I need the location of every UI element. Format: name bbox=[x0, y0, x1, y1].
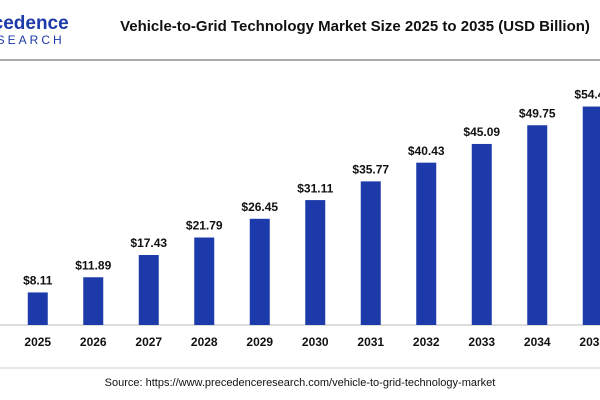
logo-name: Precedence bbox=[0, 13, 69, 34]
bar bbox=[249, 218, 270, 325]
value-label: $11.89 bbox=[75, 258, 111, 272]
bar bbox=[527, 125, 548, 325]
bar bbox=[305, 200, 326, 325]
x-tick-label: 2031 bbox=[357, 335, 384, 349]
x-tick-label: 2029 bbox=[246, 335, 273, 349]
x-tick-label: 2028 bbox=[191, 335, 218, 349]
x-tick-label: 2026 bbox=[80, 335, 107, 349]
bar bbox=[471, 143, 492, 325]
x-tick-label: 2032 bbox=[413, 335, 440, 349]
chart-title: Vehicle-to-Grid Technology Market Size 2… bbox=[120, 18, 590, 35]
bar bbox=[83, 277, 104, 325]
logo-sub: RESEARCH bbox=[0, 33, 65, 47]
value-label: $31.11 bbox=[297, 181, 333, 195]
value-label: $26.45 bbox=[241, 200, 278, 214]
value-label: $49.75 bbox=[519, 106, 556, 120]
bar bbox=[360, 181, 381, 325]
value-label: $35.77 bbox=[352, 163, 389, 177]
bar bbox=[194, 237, 215, 325]
value-label: $45.09 bbox=[463, 125, 500, 139]
x-tick-label: 2033 bbox=[468, 335, 495, 349]
x-tick-label: 2027 bbox=[135, 335, 162, 349]
value-label: $21.79 bbox=[186, 219, 223, 233]
value-label: $8.11 bbox=[23, 274, 53, 288]
x-tick-label: 2035 bbox=[579, 335, 600, 349]
value-label: $54.41 bbox=[574, 88, 600, 102]
bar bbox=[138, 255, 159, 325]
value-label: $40.43 bbox=[408, 144, 445, 158]
bar bbox=[582, 106, 600, 325]
x-tick-label: 2030 bbox=[302, 335, 329, 349]
value-label: $17.43 bbox=[130, 236, 167, 250]
source: Source: https://www.precedenceresearch.c… bbox=[105, 377, 496, 389]
x-tick-label: 2034 bbox=[524, 335, 551, 349]
x-tick-label: 2025 bbox=[24, 335, 51, 349]
bar bbox=[27, 292, 48, 325]
bar bbox=[416, 162, 437, 325]
